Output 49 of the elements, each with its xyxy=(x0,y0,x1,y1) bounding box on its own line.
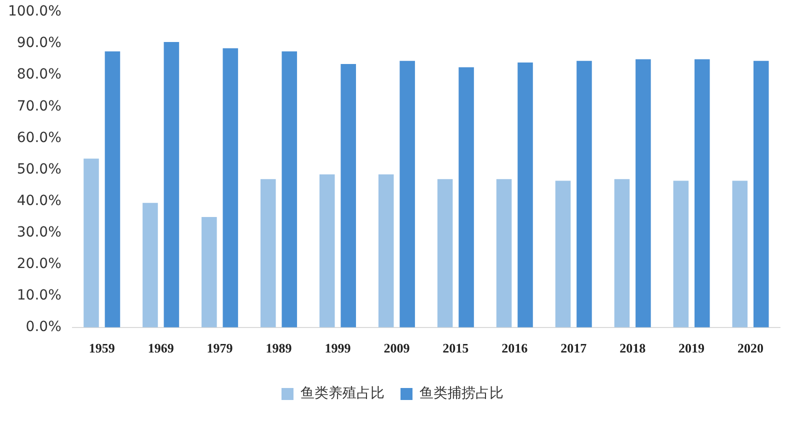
bar xyxy=(732,180,748,328)
legend-label: 鱼类捕捞占比 xyxy=(420,386,504,402)
y-tick-label: 40.0% xyxy=(16,192,62,209)
x-tick-label: 2016 xyxy=(502,340,528,356)
bar xyxy=(282,51,298,328)
bar xyxy=(555,180,571,328)
bar xyxy=(576,60,592,328)
bar xyxy=(753,60,769,328)
y-tick-label: 10.0% xyxy=(16,288,62,304)
y-tick-label: 100.0% xyxy=(8,4,62,20)
x-tick-label: 2015 xyxy=(442,340,470,356)
x-tick-label: 2009 xyxy=(384,340,410,356)
bar xyxy=(378,174,394,328)
x-tick-label: 1959 xyxy=(88,340,116,356)
x-tick-label: 1969 xyxy=(148,340,174,356)
x-tick-label: 1989 xyxy=(266,340,292,356)
x-tick-label: 2020 xyxy=(738,340,764,356)
y-tick-label: 80.0% xyxy=(16,66,62,83)
bar xyxy=(673,180,689,328)
bar xyxy=(400,60,415,328)
bar xyxy=(84,158,99,328)
y-tick-label: 70.0% xyxy=(16,98,62,114)
y-tick-label: 0.0% xyxy=(26,319,62,336)
x-tick-label: 1979 xyxy=(206,340,234,356)
bar xyxy=(222,48,238,328)
bar xyxy=(164,42,180,328)
bar xyxy=(518,62,533,328)
bar xyxy=(340,64,356,328)
y-tick-label: 90.0% xyxy=(16,35,62,52)
bar xyxy=(104,51,120,328)
bar xyxy=(636,59,651,328)
bar xyxy=(694,59,710,328)
y-tick-label: 20.0% xyxy=(16,256,62,272)
bar xyxy=(202,217,217,328)
bar xyxy=(437,179,453,328)
y-tick-label: 60.0% xyxy=(16,130,62,146)
bar xyxy=(496,179,512,328)
x-tick-label: 2018 xyxy=(620,340,646,356)
bar xyxy=(142,202,158,328)
x-tick-label: 2017 xyxy=(560,340,588,356)
y-tick-label: 30.0% xyxy=(16,224,62,240)
bar xyxy=(614,179,630,328)
legend-label: 鱼类养殖占比 xyxy=(300,386,384,402)
bar xyxy=(260,179,276,328)
bar xyxy=(458,67,474,328)
x-tick-label: 1999 xyxy=(324,340,352,356)
bar xyxy=(319,174,335,328)
x-tick-label: 2019 xyxy=(678,340,706,356)
y-tick-label: 50.0% xyxy=(16,161,62,178)
